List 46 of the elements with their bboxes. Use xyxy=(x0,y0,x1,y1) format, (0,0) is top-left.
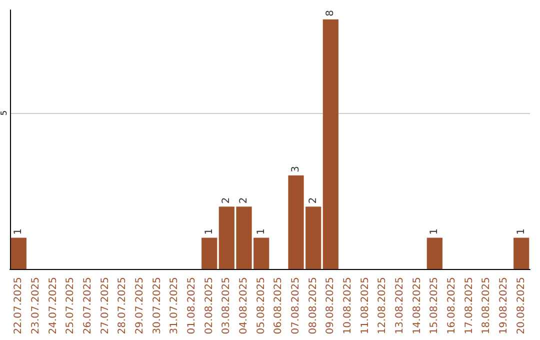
x-tick-label: 04.08.2025 xyxy=(238,277,250,334)
x-tick-label: 13.08.2025 xyxy=(394,277,406,334)
data-label: 2 xyxy=(221,197,232,204)
data-label: 1 xyxy=(13,228,24,235)
bar xyxy=(202,238,218,269)
x-tick-label: 07.08.2025 xyxy=(290,277,302,334)
data-label: 1 xyxy=(516,228,527,235)
x-tick-label: 03.08.2025 xyxy=(221,277,232,334)
x-tick-label: 12.08.2025 xyxy=(377,277,388,334)
x-tick-label: 30.07.2025 xyxy=(152,277,163,334)
data-label: 8 xyxy=(325,10,336,16)
x-tick-label: 14.08.2025 xyxy=(412,277,423,334)
x-tick-label: 26.07.2025 xyxy=(82,277,94,334)
x-tick-label: 06.08.2025 xyxy=(273,277,284,334)
data-label: 1 xyxy=(429,228,440,235)
x-tick-label: 19.08.2025 xyxy=(498,277,510,334)
x-tick-label: 24.07.2025 xyxy=(48,277,59,334)
bar xyxy=(426,238,442,269)
x-tick-label: 18.08.2025 xyxy=(481,277,492,334)
data-label: 1 xyxy=(204,228,215,235)
x-tick-label: 09.08.2025 xyxy=(325,277,336,334)
x-tick-label: 25.07.2025 xyxy=(65,277,76,334)
x-tick-label: 23.07.2025 xyxy=(30,277,42,334)
data-label: 2 xyxy=(238,197,250,204)
x-tick-label: 20.08.2025 xyxy=(516,277,527,334)
bar xyxy=(10,238,26,269)
x-tick-label: 31.07.2025 xyxy=(169,277,180,334)
x-tick-label: 22.07.2025 xyxy=(13,277,24,334)
x-tick-label: 17.08.2025 xyxy=(464,277,475,334)
x-tick-label: 02.08.2025 xyxy=(204,277,215,334)
bar xyxy=(322,19,338,269)
y-tick-label: 5 xyxy=(0,110,8,116)
data-label: 1 xyxy=(256,228,267,235)
x-tick-label: 29.07.2025 xyxy=(134,277,146,334)
x-tick-label: 05.08.2025 xyxy=(256,277,267,334)
x-tick-label: 28.07.2025 xyxy=(117,277,128,334)
x-tick-label: 10.08.2025 xyxy=(342,277,354,334)
x-tick-label: 15.08.2025 xyxy=(429,277,440,334)
x-tick-label: 16.08.2025 xyxy=(446,277,458,334)
x-tick-label: 27.07.2025 xyxy=(100,277,111,334)
x-tick-label: 01.08.2025 xyxy=(186,277,198,334)
x-tick-label: 11.08.2025 xyxy=(360,277,371,334)
bar xyxy=(514,238,530,269)
data-label: 3 xyxy=(290,166,302,172)
data-label: 2 xyxy=(308,197,319,204)
x-tick-label: 08.08.2025 xyxy=(308,277,319,334)
